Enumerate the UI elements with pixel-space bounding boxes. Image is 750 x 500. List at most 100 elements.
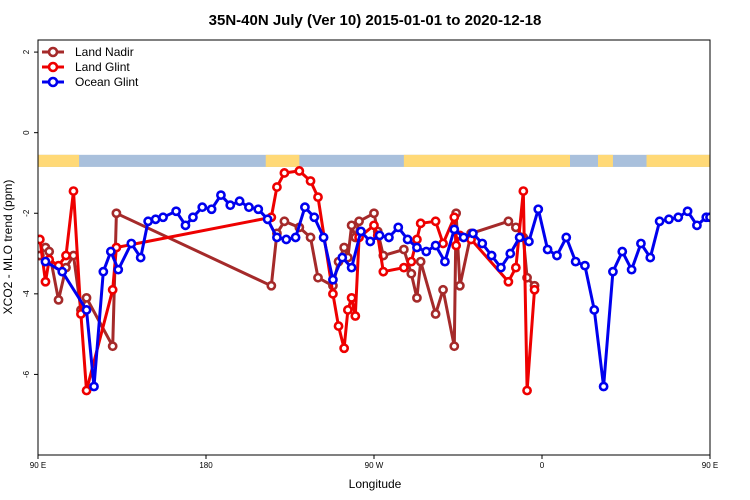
data-point	[40, 276, 51, 287]
data-point	[105, 246, 116, 257]
data-point	[503, 276, 514, 287]
data-point	[654, 216, 665, 227]
data-point	[406, 268, 417, 279]
data-point	[451, 240, 462, 251]
data-point	[356, 226, 366, 237]
data-point	[415, 218, 426, 229]
data-point	[430, 240, 441, 251]
data-point	[294, 166, 305, 176]
data-point	[468, 228, 478, 239]
data-point	[354, 216, 364, 227]
data-point	[440, 256, 450, 267]
data-point	[272, 182, 282, 192]
legend-label: Land Nadir	[75, 45, 134, 59]
data-point	[225, 200, 236, 211]
land-band-segment	[38, 154, 80, 167]
data-point	[44, 246, 55, 257]
x-tick-label: 180	[199, 461, 213, 470]
legend-item: Land Nadir	[42, 45, 134, 59]
data-point	[589, 305, 600, 315]
data-point	[350, 311, 361, 321]
data-point	[673, 212, 684, 223]
data-point	[514, 232, 525, 243]
data-point	[486, 250, 497, 261]
y-tick-label: -6	[22, 370, 31, 378]
data-point	[281, 234, 292, 245]
data-point	[318, 232, 329, 243]
data-point	[313, 272, 323, 283]
data-point	[438, 238, 448, 249]
data-point	[398, 262, 409, 273]
x-tick-label: 90 W	[365, 461, 384, 470]
data-point	[339, 343, 350, 354]
data-point	[449, 341, 460, 352]
data-point	[206, 204, 217, 215]
data-point	[272, 232, 282, 243]
data-point	[342, 305, 353, 315]
x-tick-label: 0	[540, 461, 545, 470]
chart-title: 35N-40N July (Ver 10) 2015-01-01 to 2020…	[209, 12, 542, 29]
x-axis-label: Longitude	[349, 477, 402, 491]
data-point	[107, 284, 118, 295]
series-land-nadir	[38, 208, 540, 352]
data-point	[454, 280, 465, 291]
data-point	[339, 242, 350, 253]
data-point	[158, 212, 168, 223]
data-point	[253, 204, 264, 215]
data-point	[57, 266, 68, 277]
data-point	[449, 224, 460, 235]
data-point	[150, 214, 161, 225]
data-point	[300, 202, 310, 213]
data-point	[180, 220, 191, 231]
data-point	[682, 206, 693, 217]
y-tick-label: -2	[22, 209, 31, 217]
data-point	[333, 321, 344, 331]
data-point	[430, 309, 441, 319]
land-band-segment	[646, 154, 710, 167]
data-point	[369, 220, 379, 231]
data-point	[328, 274, 338, 285]
data-point	[61, 250, 71, 261]
data-point	[38, 234, 45, 245]
data-point	[216, 190, 226, 201]
data-point	[412, 242, 422, 253]
data-point	[398, 244, 409, 255]
data-point	[305, 232, 316, 243]
data-point	[171, 206, 182, 217]
data-point	[705, 212, 710, 223]
legend-label: Land Glint	[75, 60, 130, 74]
data-point	[378, 266, 389, 277]
data-point	[369, 208, 379, 219]
data-point	[458, 232, 469, 243]
legend-item: Ocean Glint	[42, 75, 139, 89]
data-point	[636, 238, 646, 249]
data-point	[197, 202, 208, 213]
data-point	[421, 246, 432, 257]
data-point	[374, 230, 385, 241]
data-point	[337, 252, 348, 263]
data-point	[126, 238, 137, 249]
data-point	[346, 262, 357, 273]
data-point	[111, 208, 122, 219]
data-point	[68, 186, 79, 196]
data-point	[290, 232, 301, 243]
data-point	[524, 236, 534, 247]
data-point	[617, 246, 628, 257]
data-point	[529, 284, 540, 295]
data-point	[262, 214, 273, 225]
data-point	[328, 288, 338, 299]
legend-swatch-marker	[47, 76, 59, 88]
data-point	[53, 294, 64, 305]
data-point	[415, 256, 426, 267]
data-point	[279, 168, 290, 178]
land-band-segment	[265, 154, 300, 167]
data-point	[135, 252, 146, 263]
data-point	[402, 234, 413, 245]
y-tick-label: -4	[22, 290, 31, 298]
legend-swatch-marker	[47, 61, 59, 73]
legend-item: Land Glint	[42, 60, 130, 74]
y-tick-label: 2	[22, 49, 31, 54]
data-point	[645, 252, 656, 263]
